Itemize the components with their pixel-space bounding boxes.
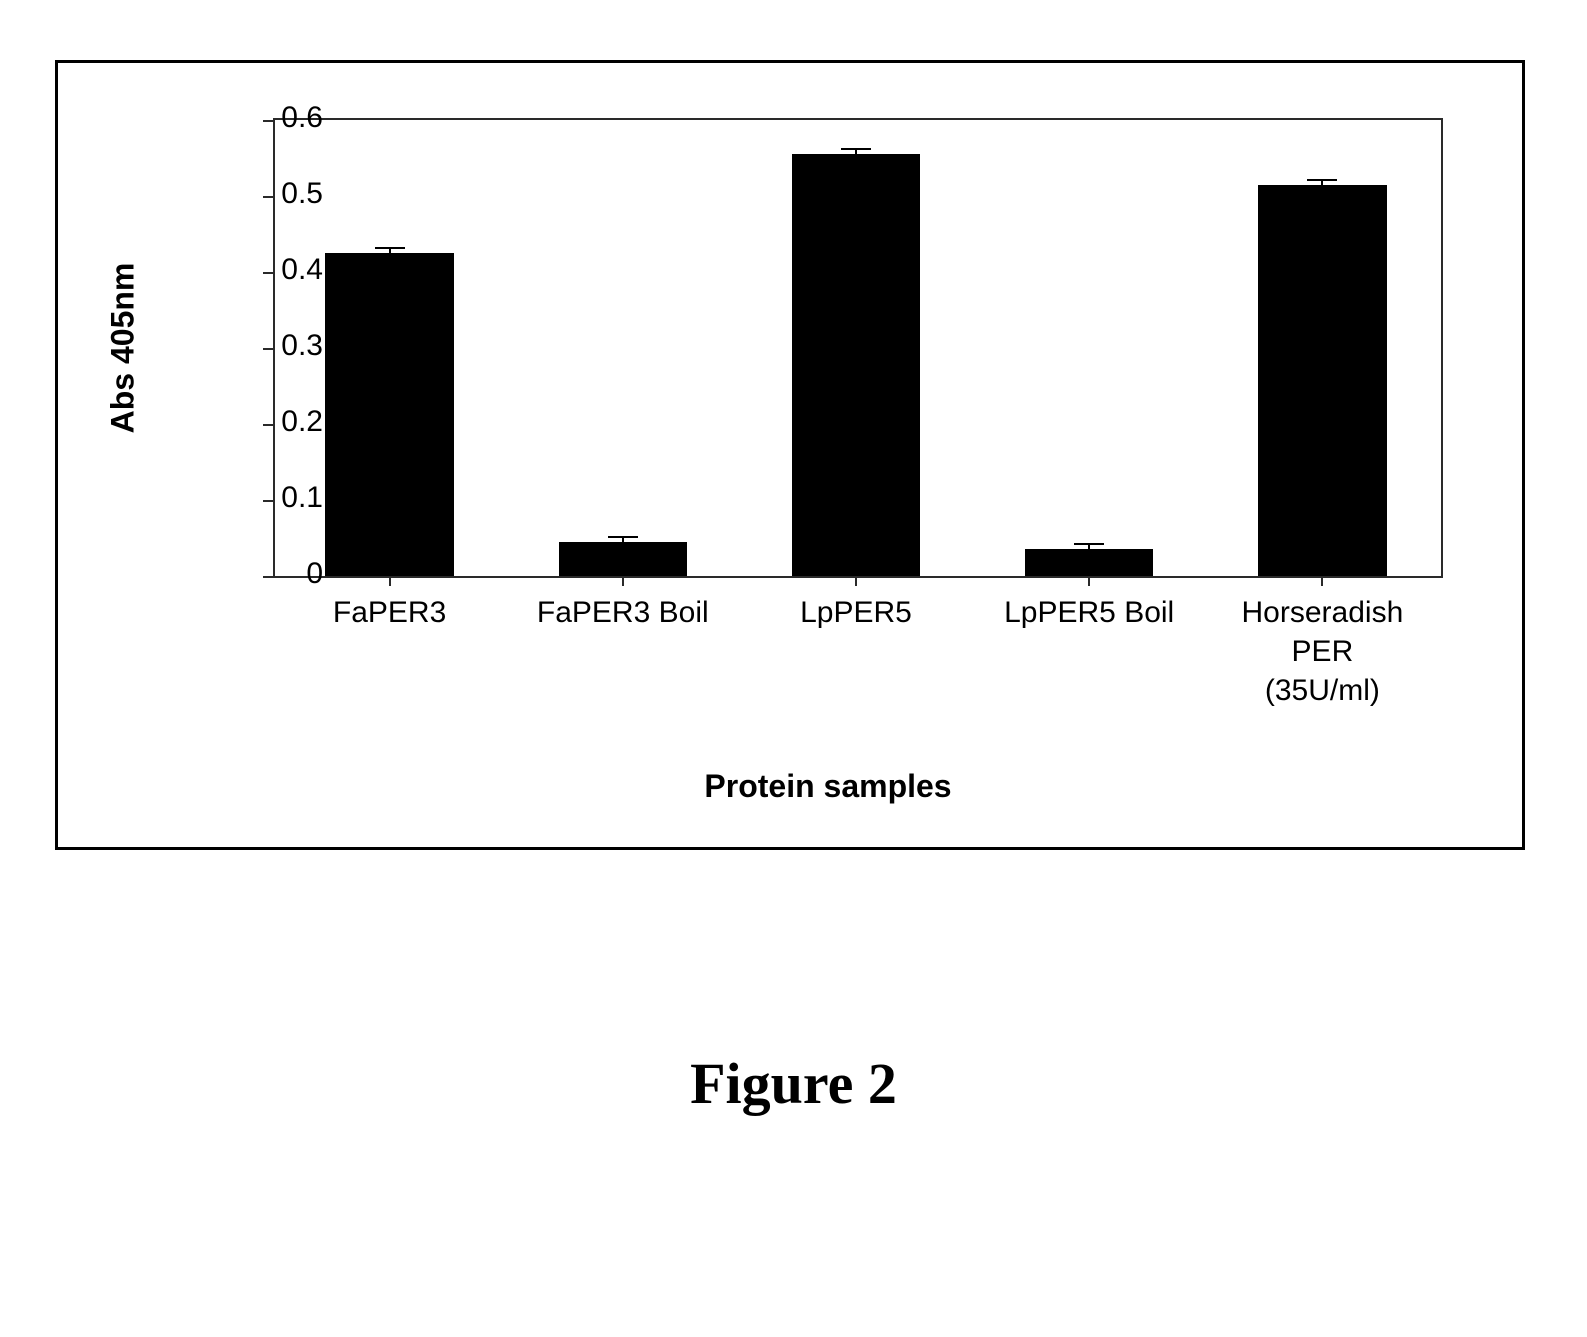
error-cap [1307,179,1337,181]
y-tick-label: 0.2 [243,405,323,439]
x-tick-label: LpPER5 Boil [973,593,1206,632]
x-tick-label: FaPER3 [273,593,506,632]
y-tick-label: 0.3 [243,329,323,363]
chart-area: Abs 405nm 00.10.20.30.40.50.6 FaPER3FaPE… [153,98,1503,838]
y-tick-label: 0.4 [243,253,323,287]
error-cap [375,247,405,249]
x-tick-label: Horseradish PER (35U/ml) [1206,593,1439,710]
y-axis-title: Abs 405nm [105,263,142,434]
bar [1258,185,1386,576]
error-cap [608,536,638,538]
y-tick-label: 0.6 [243,101,323,135]
x-tick-label: FaPER3 Boil [506,593,739,632]
bar [792,154,920,576]
figure-caption: Figure 2 [0,1050,1587,1117]
error-cap [375,259,405,261]
error-cap [841,160,871,162]
error-cap [841,148,871,150]
error-cap [1307,191,1337,193]
error-cap [1074,543,1104,545]
chart-frame: Abs 405nm 0 0.1 0.2 0.3 0.4 0.5 0.6 FaPER3FaPE… [55,60,1525,850]
x-tick [1088,576,1090,586]
x-tick [389,576,391,586]
y-tick-label: 0.5 [243,177,323,211]
bar [325,253,453,576]
y-tick-label: 0 [243,557,323,591]
error-cap [1074,555,1104,557]
page: Abs 405nm 0 0.1 0.2 0.3 0.4 0.5 0.6 FaPER3FaPE… [0,0,1587,1337]
y-tick-label: 0.1 [243,481,323,515]
error-cap [608,548,638,550]
x-axis-title: Protein samples [153,768,1503,805]
plot-region [273,118,1443,578]
x-tick-label: LpPER5 [739,593,972,632]
x-tick [855,576,857,586]
x-tick [1321,576,1323,586]
x-tick [622,576,624,586]
